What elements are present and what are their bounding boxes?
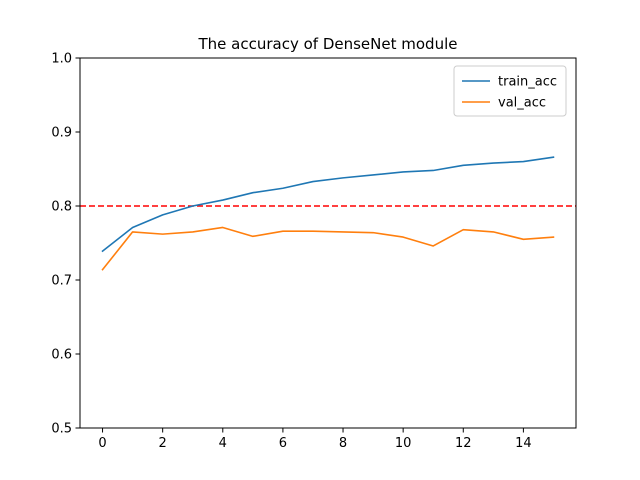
y-tick-label: 0.5: [51, 422, 72, 437]
legend-label-train_acc: train_acc: [498, 75, 557, 90]
axes-frame: [79, 57, 577, 429]
y-tick-label: 1.0: [51, 52, 72, 67]
y-tick-label: 0.8: [51, 200, 72, 215]
x-tick-label: 6: [279, 436, 287, 451]
chart-title: The accuracy of DenseNet module: [198, 35, 458, 53]
y-tick-label: 0.7: [51, 274, 72, 289]
x-tick-label: 0: [98, 436, 106, 451]
x-tick-label: 12: [455, 436, 472, 451]
y-tick-label: 0.9: [51, 126, 72, 141]
x-tick-label: 8: [339, 436, 347, 451]
x-tick-label: 14: [515, 436, 532, 451]
series-line-train_acc: [101, 156, 555, 253]
plot-area: 0 2 4 6 8 10 12 14 0.5 0.6 0.7 0.8 0.9 1.0 train_accva…: [51, 52, 577, 451]
x-tick-label: 10: [395, 436, 412, 451]
legend-box: [453, 65, 567, 117]
series-line-val_acc: [101, 226, 555, 271]
legend-label-val_acc: val_acc: [498, 96, 546, 111]
y-tick-label: 0.6: [51, 348, 72, 363]
x-tick-label: 4: [219, 436, 227, 451]
x-tick-label: 2: [159, 436, 167, 451]
